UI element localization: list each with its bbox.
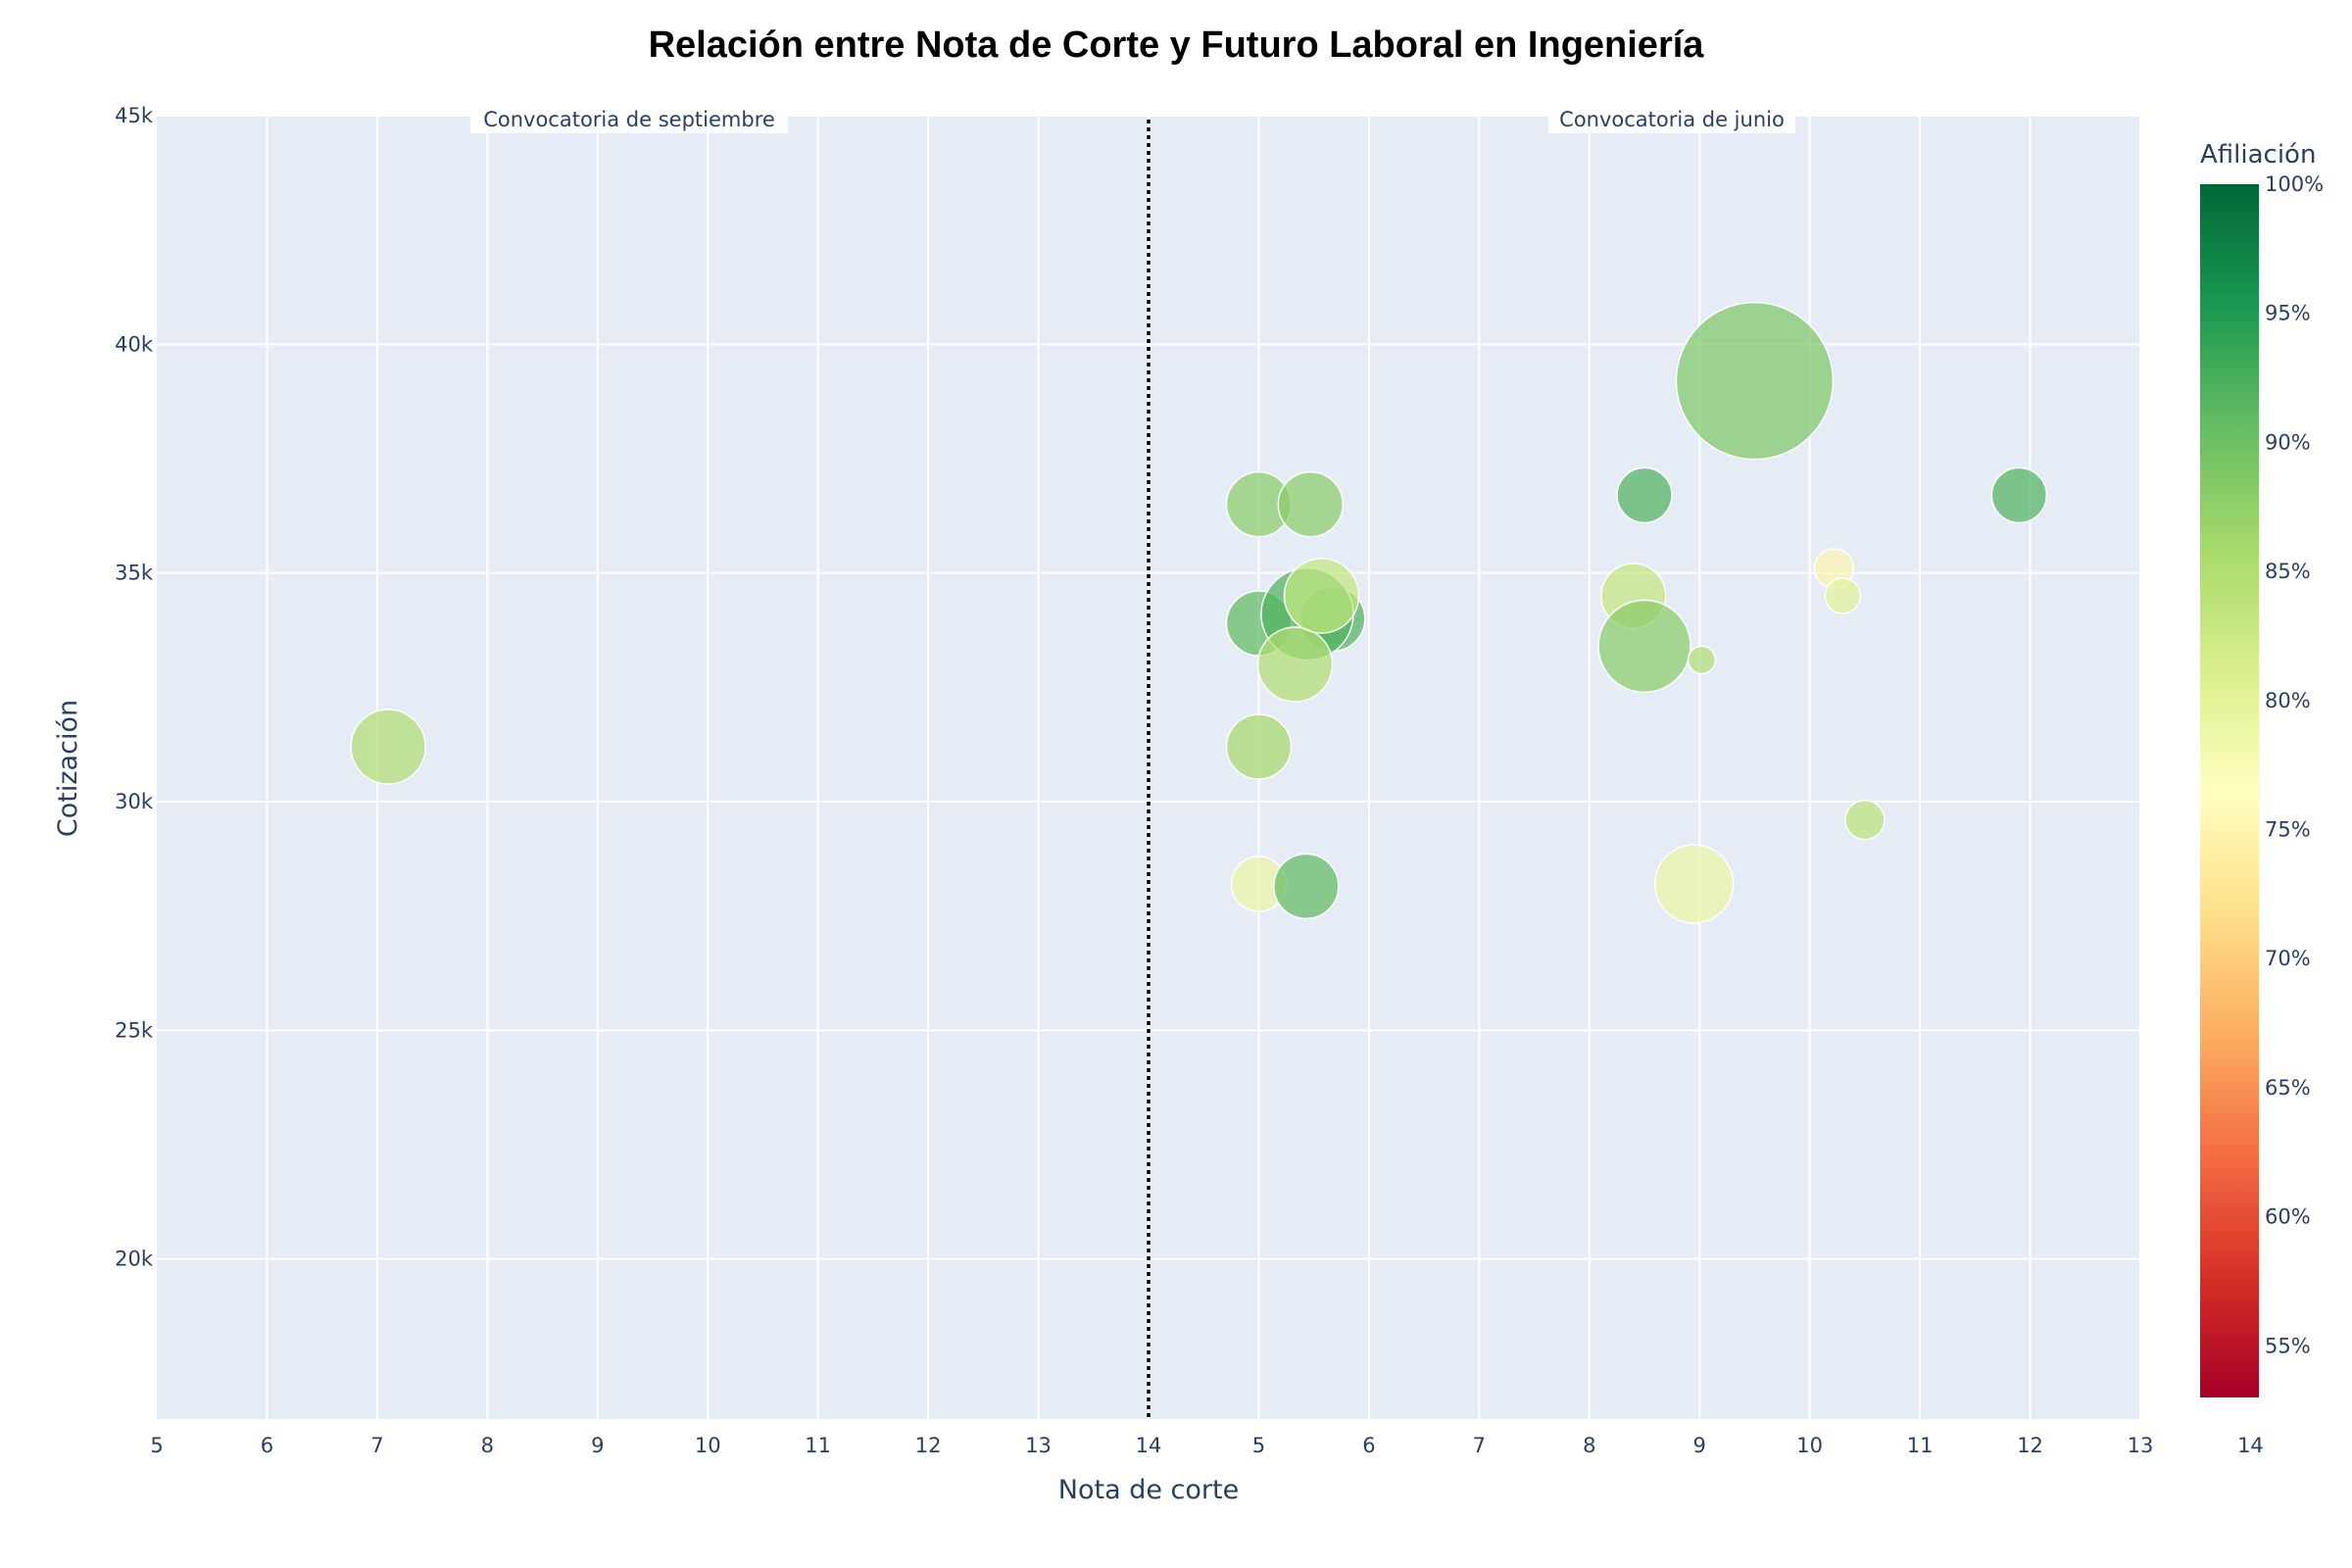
x-tick-label: 9 [591, 1434, 604, 1457]
y-axis-title: Cotización [53, 700, 83, 837]
bubble-marker[interactable] [1225, 713, 1293, 780]
x-tick-label: 8 [1583, 1434, 1595, 1457]
bubble-marker[interactable] [1256, 626, 1334, 703]
colorbar-tick-label: 85% [2265, 560, 2311, 583]
colorbar-tick-label: 60% [2265, 1205, 2311, 1229]
annotation-septiembre: Convocatoria de septiembre [483, 108, 775, 131]
bubble-marker[interactable] [1675, 301, 1835, 461]
x-tick-label: 8 [481, 1434, 494, 1457]
annotation-bg-septiembre [470, 104, 788, 133]
x-axis-title: Nota de corte [1058, 1475, 1239, 1505]
x-tick-label: 12 [915, 1434, 942, 1457]
x-tick-label: 12 [2017, 1434, 2043, 1457]
x-tick-label: 10 [695, 1434, 721, 1457]
bubble-marker[interactable] [1824, 577, 1862, 614]
bubble-marker[interactable] [1990, 466, 2048, 524]
bubble-marker[interactable] [1616, 466, 1673, 524]
colorbar-tick-label: 90% [2265, 430, 2311, 454]
bubble-marker[interactable] [1687, 645, 1717, 675]
annotation-bg-junio [1548, 104, 1795, 133]
colorbar-tick-label: 55% [2265, 1334, 2311, 1357]
y-tick-label: 30k [115, 790, 154, 813]
x-tick-label: 9 [1693, 1434, 1706, 1457]
x-tick-label: 13 [1025, 1434, 1052, 1457]
x-tick-label: 13 [2128, 1434, 2154, 1457]
bubble-marker[interactable] [1597, 599, 1691, 694]
y-tick-label: 40k [115, 332, 154, 356]
x-tick-label: 7 [1473, 1434, 1486, 1457]
y-tick-label: 45k [115, 104, 154, 127]
x-tick-label: 10 [1796, 1434, 1823, 1457]
bubble-marker[interactable] [1653, 844, 1735, 924]
x-tick-label: 14 [1136, 1434, 1162, 1457]
x-tick-label: 11 [805, 1434, 831, 1457]
x-tick-label: 14 [2237, 1434, 2264, 1457]
x-tick-label: 5 [150, 1434, 163, 1457]
y-tick-label: 25k [115, 1018, 154, 1042]
chart-title: Relación entre Nota de Corte y Futuro La… [649, 24, 1705, 66]
y-tick-label: 35k [115, 562, 154, 585]
x-axis-ticks: 5 6 7 8 9 10 11 12 13 14 5 6 7 8 9 10 11 12 13 14 [150, 1434, 2263, 1457]
bubble-marker[interactable] [1283, 558, 1360, 634]
x-tick-label: 11 [1907, 1434, 1934, 1457]
colorbar-tick-label: 70% [2265, 947, 2311, 970]
x-tick-label: 6 [1362, 1434, 1375, 1457]
colorbar-gradient [2200, 184, 2259, 1397]
bubble-marker[interactable] [1844, 799, 1886, 841]
bubble-marker[interactable] [350, 709, 426, 785]
y-axis-ticks: 20k 25k 30k 35k 40k 45k [115, 104, 154, 1271]
colorbar-tick-label: 95% [2265, 302, 2311, 325]
colorbar-tick-label: 65% [2265, 1076, 2311, 1100]
x-tick-label: 5 [1252, 1434, 1265, 1457]
bubble-marker[interactable] [1273, 853, 1340, 920]
colorbar-title: Afiliación [2200, 140, 2316, 170]
bubble-marker[interactable] [1277, 470, 1345, 538]
x-tick-label: 6 [261, 1434, 273, 1457]
bubble-markers [350, 301, 2048, 924]
y-tick-label: 20k [115, 1248, 154, 1271]
colorbar-tick-label: 75% [2265, 818, 2311, 842]
colorbar-tick-label: 80% [2265, 689, 2311, 712]
x-tick-label: 7 [370, 1434, 383, 1457]
colorbar-ticks: 55% 60% 65% 70% 75% 80% 85% 90% 95% 100% [2265, 172, 2324, 1357]
annotation-junio: Convocatoria de junio [1559, 108, 1785, 131]
colorbar-tick-label: 100% [2265, 172, 2324, 196]
